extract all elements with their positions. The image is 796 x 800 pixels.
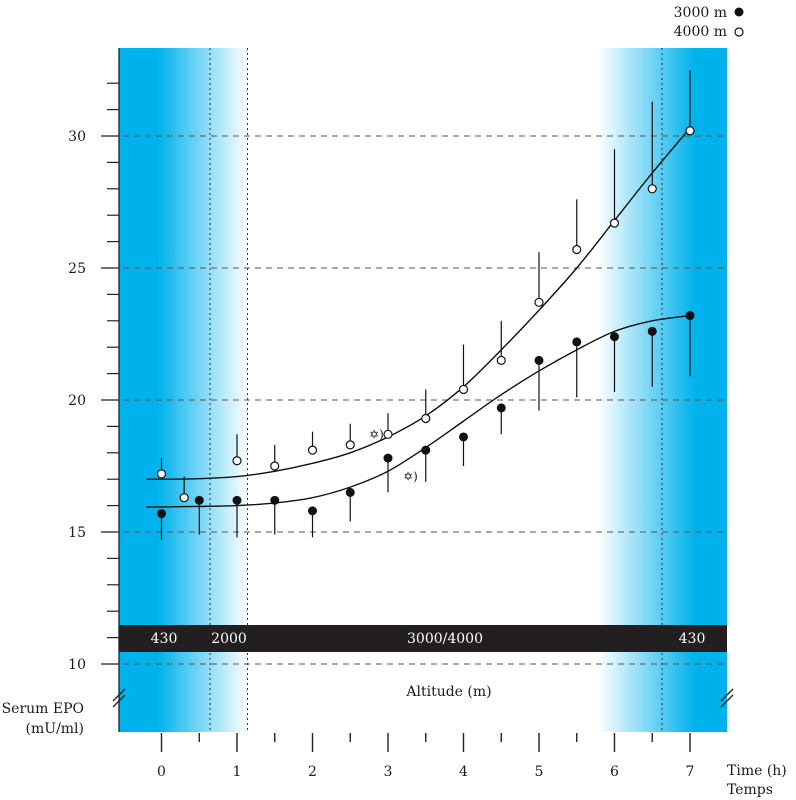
data-point-s0-14 <box>685 311 695 321</box>
legend-label-3000: 3000 m <box>674 5 727 21</box>
data-point-s1-10 <box>534 297 544 307</box>
data-point-s1-11 <box>572 244 582 255</box>
data-point-s1-0 <box>156 469 167 479</box>
data-point-s0-4 <box>308 506 317 516</box>
data-point-s1-2 <box>232 456 242 466</box>
altitude-label-0: 430 <box>151 631 178 647</box>
altitude-segment-labels: 430 2000 3000/4000 430 <box>151 631 706 647</box>
data-point-s0-13 <box>647 326 657 336</box>
altitude-axis-label: Altitude (m) <box>405 684 491 700</box>
x-axis-title: Time (h) <box>727 763 787 779</box>
data-point-s0-11 <box>572 337 582 347</box>
data-point-s0-1 <box>194 495 204 505</box>
x-tick-label-6: 6 <box>610 764 619 780</box>
shade-left-band <box>119 48 248 732</box>
fit-curve-1 <box>146 127 691 480</box>
y-tick-label-10: 10 <box>68 657 86 673</box>
data-point-s1-7 <box>421 413 431 424</box>
legend-marker-filled <box>734 7 744 17</box>
data-point-s1-6 <box>383 429 393 439</box>
data-markers <box>156 126 695 519</box>
annotation-1: ✡) <box>403 470 418 484</box>
x-tick-label-2: 2 <box>308 764 317 780</box>
data-point-s1-1 <box>179 493 189 503</box>
y-tick-label-30: 30 <box>68 129 86 145</box>
y-axis-title-line2: (mU/ml) <box>26 721 84 737</box>
y-axis-ticks <box>101 82 119 665</box>
data-point-s1-9 <box>496 355 506 365</box>
altitude-label-1: 2000 <box>211 631 247 647</box>
data-point-s1-4 <box>307 445 318 455</box>
legend-marker-open <box>734 27 744 37</box>
y-tick-label-15: 15 <box>68 525 86 541</box>
fit-curves <box>146 127 691 508</box>
altitude-bar <box>119 625 727 652</box>
data-point-s0-10 <box>534 355 544 365</box>
x-tick-label-0: 0 <box>157 764 166 780</box>
annotation-0: ✡) <box>369 427 384 441</box>
data-point-s0-5 <box>345 487 355 497</box>
y-axis-tick-labels: 10 15 20 25 30 <box>68 129 86 673</box>
y-axis-title-line1: Serum EPO <box>2 701 84 717</box>
data-point-s0-6 <box>383 453 393 463</box>
data-point-s0-2 <box>232 495 242 505</box>
legend: 3000 m 4000 m <box>674 5 744 40</box>
x-tick-label-7: 7 <box>686 764 695 780</box>
data-point-s0-0 <box>157 509 166 519</box>
data-point-s1-12 <box>609 218 620 228</box>
data-point-s0-9 <box>496 403 506 413</box>
data-point-s1-5 <box>345 440 355 450</box>
y-tick-label-20: 20 <box>68 393 86 409</box>
axis-break-left <box>112 688 126 708</box>
altitude-label-2: 3000/4000 <box>407 631 483 647</box>
legend-label-4000: 4000 m <box>674 24 727 40</box>
x-tick-label-4: 4 <box>459 764 468 780</box>
data-point-s1-14 <box>685 126 695 136</box>
x-axis-tick-labels: 0 1 2 3 4 5 6 7 <box>157 764 694 780</box>
annotations: ✡) ✡) <box>369 427 418 483</box>
data-point-s1-3 <box>270 461 280 471</box>
x-tick-label-1: 1 <box>233 764 242 780</box>
y-tick-label-25: 25 <box>68 261 86 277</box>
x-tick-label-5: 5 <box>535 764 544 780</box>
data-point-s0-3 <box>270 495 280 505</box>
axis-break-right <box>720 688 734 708</box>
x-axis-ticks <box>160 733 691 752</box>
x-tick-label-3: 3 <box>384 764 393 780</box>
grid-lines <box>101 135 727 665</box>
data-point-s0-7 <box>421 445 431 455</box>
data-point-s1-13 <box>647 184 657 194</box>
data-point-s0-12 <box>610 332 619 342</box>
x-axis-title-alt: Temps <box>727 782 773 798</box>
error-bars <box>160 70 691 540</box>
altitude-label-3: 430 <box>679 631 706 647</box>
data-point-s1-8 <box>458 384 469 395</box>
fit-curve-0 <box>146 314 691 508</box>
data-point-s0-8 <box>459 432 468 442</box>
